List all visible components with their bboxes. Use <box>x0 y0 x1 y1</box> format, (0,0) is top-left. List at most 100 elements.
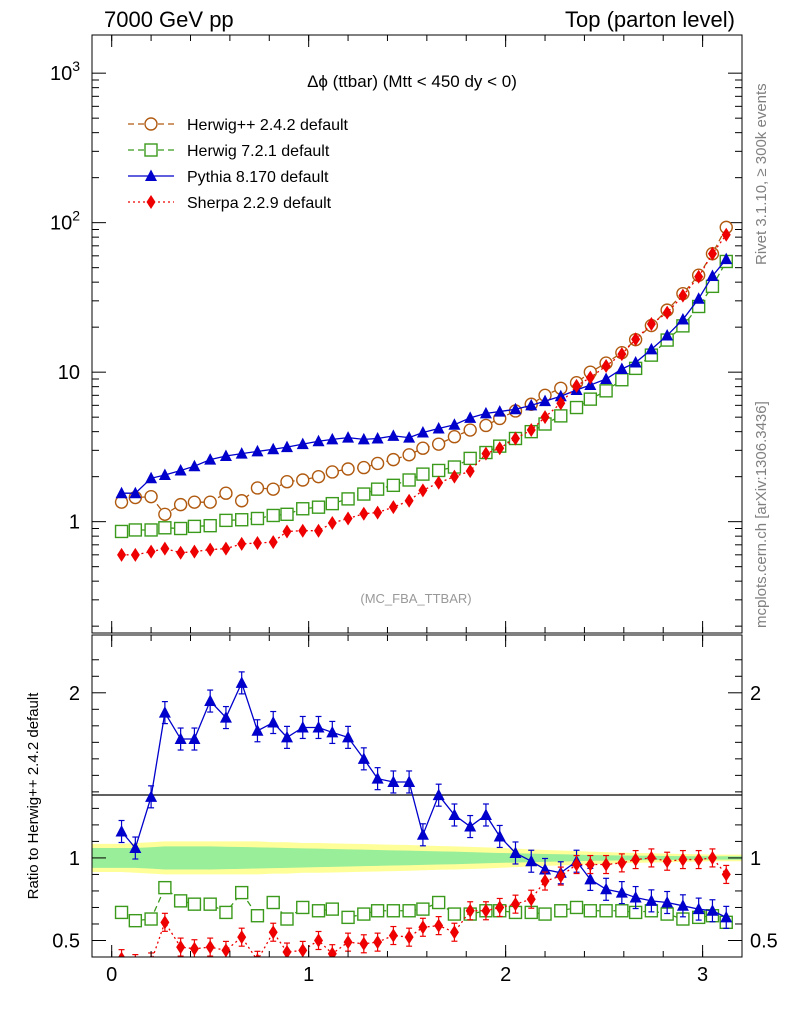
ratio-uncertainty-band <box>92 841 742 875</box>
data-point-herwig7 <box>173 521 188 536</box>
data-point-herwig7 <box>599 384 613 398</box>
ratio-point-sherpa <box>585 857 595 872</box>
data-point-herwig7 <box>114 524 129 539</box>
data-point-sherpa <box>465 464 475 479</box>
data-point-sherpa <box>434 475 444 490</box>
data-point-pythia <box>448 418 461 430</box>
ratio-point-pythia <box>645 894 658 906</box>
data-point-herwig7 <box>128 523 143 537</box>
ratio-point-sherpa <box>601 857 611 872</box>
ratio-point-pythia <box>342 730 355 743</box>
ratio-point-pythia <box>296 720 309 733</box>
data-point-pythia <box>539 394 552 407</box>
ratio-band-inner <box>92 846 742 870</box>
ratio-point-pythia <box>692 902 705 915</box>
ratio-point-herwig7 <box>296 900 310 915</box>
ratio-point-pythia <box>403 775 416 787</box>
ratio-point-pythia <box>706 904 719 916</box>
chart-title: Δϕ (ttbar) (Mtt < 450 dy < 0) <box>307 72 517 91</box>
data-point-pythia <box>661 328 674 341</box>
data-point-sherpa <box>631 332 641 347</box>
data-point-herwigpp <box>203 495 217 509</box>
data-point-herwig7 <box>325 496 340 511</box>
ratio-point-pythia <box>479 808 492 820</box>
ratio-point-pythia <box>676 899 689 911</box>
data-point-herwigpp <box>158 507 172 522</box>
ratio-y-axis-label: Ratio to Herwig++ 2.4.2 default <box>25 692 42 900</box>
main-plot-series <box>114 220 733 562</box>
ratio-point-pythia <box>629 891 642 903</box>
ratio-point-pythia <box>129 841 142 854</box>
data-point-pythia <box>312 434 325 447</box>
ratio-series-herwig7 <box>114 880 733 930</box>
ratio-point-sherpa <box>465 903 475 918</box>
data-point-sherpa <box>678 288 688 303</box>
ratio-point-sherpa <box>314 933 324 948</box>
ratio-point-sherpa <box>707 850 717 865</box>
data-point-pythia <box>129 486 142 499</box>
data-point-herwigpp <box>357 460 371 475</box>
ratio-point-pythia <box>326 725 339 738</box>
data-point-sherpa <box>646 316 656 331</box>
data-point-pythia <box>554 389 567 402</box>
data-point-sherpa <box>662 305 672 320</box>
mcplots-label: mcplots.cern.ch [arXiv:1306.3436] <box>753 401 770 628</box>
ratio-point-herwig7 <box>144 912 158 926</box>
ratio-point-pythia <box>448 808 461 820</box>
data-point-herwigpp <box>144 489 158 504</box>
ratio-point-pythia <box>158 706 171 718</box>
ratio-point-herwig7 <box>114 905 129 920</box>
legend-marker-herwigpp <box>144 117 158 131</box>
ratio-point-sherpa <box>434 918 444 933</box>
x-tick-label: 2 <box>500 964 511 986</box>
ratio-y-tick-label: 2 <box>69 683 80 705</box>
ratio-point-sherpa <box>282 945 292 957</box>
ratio-point-herwig7 <box>341 910 355 925</box>
data-point-pythia <box>342 431 355 443</box>
ratio-point-sherpa <box>327 946 337 957</box>
ratio-point-pythia <box>464 820 477 832</box>
legend-label-herwig7: Herwig 7.2.1 default <box>187 143 330 160</box>
data-point-herwigpp <box>402 448 416 462</box>
data-point-pythia <box>296 437 309 450</box>
data-point-sherpa <box>418 483 428 498</box>
data-point-sherpa <box>388 500 398 515</box>
data-point-sherpa <box>237 536 247 551</box>
data-point-sherpa <box>282 524 292 539</box>
data-point-herwig7 <box>234 513 249 527</box>
data-point-pythia <box>464 411 477 423</box>
ratio-point-sherpa <box>678 852 688 867</box>
ratio-point-herwig7 <box>203 897 217 911</box>
ratio-point-sherpa <box>556 869 566 884</box>
ratio-point-sherpa <box>662 854 672 869</box>
data-point-sherpa <box>117 547 127 562</box>
analysis-watermark: (MC_FBA_TTBAR) <box>360 591 471 606</box>
ratio-point-pythia <box>493 829 506 842</box>
y-tick-label: 1 <box>69 512 80 534</box>
data-point-pythia <box>676 313 689 325</box>
ratio-point-pythia <box>432 788 445 801</box>
ratio-point-sherpa <box>646 850 656 865</box>
data-point-pythia <box>281 440 293 453</box>
data-point-sherpa <box>146 544 156 559</box>
ratio-y-tick-label: 1 <box>69 848 80 870</box>
ratio-point-pythia <box>251 724 264 736</box>
data-point-herwigpp <box>219 486 233 500</box>
ratio-point-pythia <box>615 886 628 898</box>
ratio-point-herwig7 <box>311 904 326 918</box>
data-point-herwigpp <box>296 473 310 487</box>
ratio-point-pythia <box>509 846 522 858</box>
ratio-point-pythia <box>235 676 248 688</box>
ratio-point-sherpa <box>495 900 505 915</box>
data-point-sherpa <box>373 505 383 520</box>
data-point-herwig7 <box>311 500 326 514</box>
data-point-sherpa <box>572 378 582 393</box>
header-right-label: Top (parton level) <box>565 7 735 32</box>
data-point-sherpa <box>721 227 731 242</box>
ratio-point-herwig7 <box>158 880 172 895</box>
ratio-point-sherpa <box>268 925 278 940</box>
data-point-sherpa <box>526 423 536 438</box>
data-point-pythia <box>219 449 232 461</box>
data-point-herwig7 <box>250 511 265 526</box>
ratio-point-pythia <box>204 694 217 707</box>
